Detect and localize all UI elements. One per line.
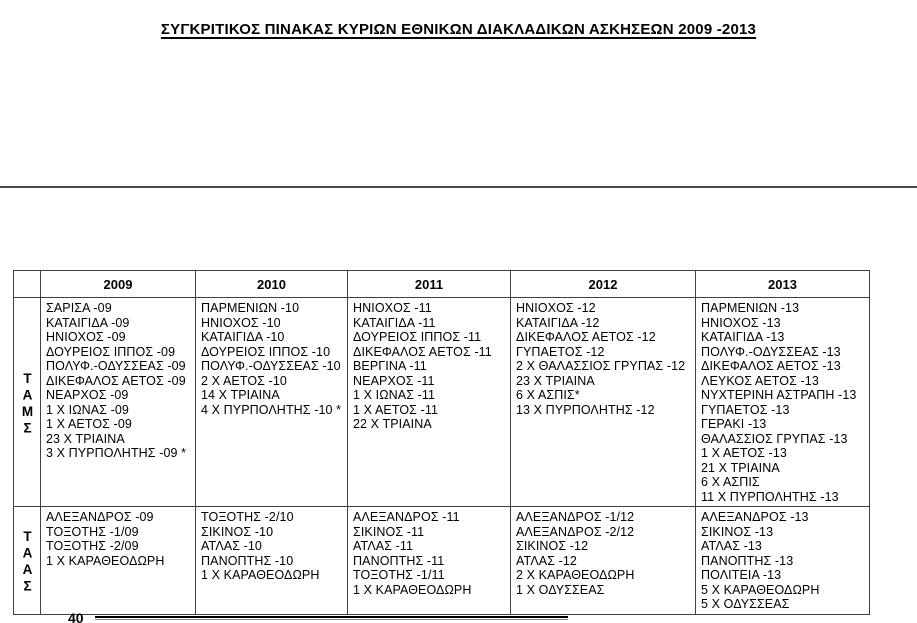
top-horizontal-rule [0, 186, 917, 188]
table-row-tams: ΤΑΜΣ ΣΑΡΙΣΑ -09 ΚΑΤΑΙΓΙΔΑ -09 ΗΝΙΟΧΟΣ -0… [13, 297, 870, 507]
table-row-taas: ΤΑΑΣ ΑΛΕΞΑΝΔΡΟΣ -09 ΤΟΞΟΤΗΣ -1/09 ΤΟΞΟΤΗ… [13, 506, 870, 615]
page-number: 40 [68, 610, 84, 623]
header-corner-empty [13, 270, 41, 298]
exercises-comparison-table: 2009 2010 2011 2012 2013 ΤΑΜΣ ΣΑΡΙΣΑ -09… [13, 270, 870, 615]
table-header-row: 2009 2010 2011 2012 2013 [13, 270, 870, 298]
cell-taas-2012: ΑΛΕΞΑΝΔΡΟΣ -1/12 ΑΛΕΞΑΝΔΡΟΣ -2/12 ΣΙΚΙΝΟ… [510, 506, 696, 615]
year-header-2009: 2009 [40, 270, 196, 298]
cell-tams-2012: ΗΝΙΟΧΟΣ -12 ΚΑΤΑΙΓΙΔΑ -12 ΔΙΚΕΦΑΛΟΣ ΑΕΤΟ… [510, 297, 696, 507]
year-header-2010: 2010 [195, 270, 348, 298]
cell-taas-2009: ΑΛΕΞΑΝΔΡΟΣ -09 ΤΟΞΟΤΗΣ -1/09 ΤΟΞΟΤΗΣ -2/… [40, 506, 196, 615]
cell-tams-2009: ΣΑΡΙΣΑ -09 ΚΑΤΑΙΓΙΔΑ -09 ΗΝΙΟΧΟΣ -09 ΔΟΥ… [40, 297, 196, 507]
row-label-tams: ΤΑΜΣ [13, 297, 41, 507]
cell-tams-2010: ΠΑΡΜΕΝΙΩΝ -10 ΗΝΙΟΧΟΣ -10 ΚΑΤΑΙΓΙΔΑ -10 … [195, 297, 348, 507]
cell-taas-2011: ΑΛΕΞΑΝΔΡΟΣ -11 ΣΙΚΙΝΟΣ -11 ΑΤΛΑΣ -11 ΠΑΝ… [347, 506, 511, 615]
year-header-2011: 2011 [347, 270, 511, 298]
cell-tams-2011: ΗΝΙΟΧΟΣ -11 ΚΑΤΑΙΓΙΔΑ -11 ΔΟΥΡΕΙΟΣ ΙΠΠΟΣ… [347, 297, 511, 507]
year-header-2012: 2012 [510, 270, 696, 298]
year-header-2013: 2013 [695, 270, 870, 298]
cell-taas-2010: ΤΟΞΟΤΗΣ -2/10 ΣΙΚΙΝΟΣ -10 ΑΤΛΑΣ -10 ΠΑΝΟ… [195, 506, 348, 615]
footer-horizontal-rule [95, 616, 568, 620]
row-label-taas: ΤΑΑΣ [13, 506, 41, 615]
page-title: ΣΥΓΚΡΙΤΙΚΟΣ ΠΙΝΑΚΑΣ ΚΥΡΙΩΝ ΕΘΝΙΚΩΝ ΔΙΑΚΛ… [160, 21, 757, 38]
cell-tams-2013: ΠΑΡΜΕΝΙΩΝ -13 ΗΝΙΟΧΟΣ -13 ΚΑΤΑΙΓΙΔΑ -13 … [695, 297, 870, 507]
cell-taas-2013: ΑΛΕΞΑΝΔΡΟΣ -13 ΣΙΚΙΝΟΣ -13 ΑΤΛΑΣ -13 ΠΑΝ… [695, 506, 870, 615]
